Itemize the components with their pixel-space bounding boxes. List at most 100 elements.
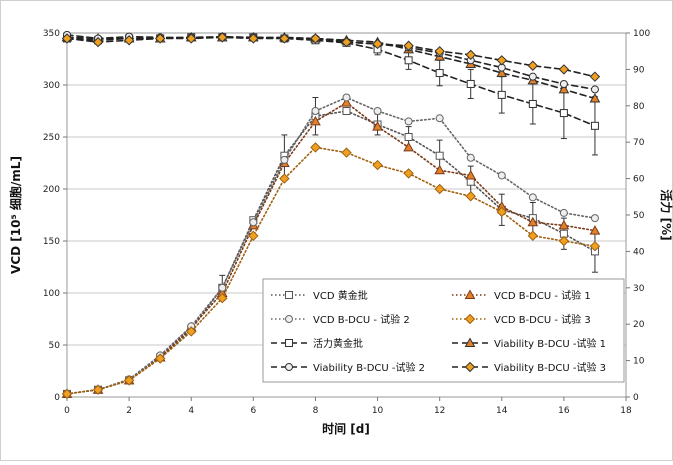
- data-point: [558, 235, 570, 247]
- data-point: [154, 353, 166, 364]
- data-point: [403, 141, 414, 152]
- legend-swatch-marker: [464, 289, 476, 299]
- series-line: [66, 36, 596, 78]
- x-tick-label: 14: [496, 406, 508, 416]
- data-point: [123, 35, 135, 46]
- data-point: [434, 45, 445, 57]
- legend-label: Viability B-DCU -试验 3: [494, 361, 606, 374]
- data-point: [186, 33, 197, 44]
- legend-label: VCD B-DCU - 试验 1: [494, 289, 591, 302]
- legend-label: 活力黄金批: [313, 337, 363, 350]
- data-point: [466, 79, 475, 88]
- legend-swatch-marker: [285, 291, 293, 299]
- data-point: [589, 93, 601, 103]
- y-right-tick-label: 40: [633, 247, 645, 257]
- y-right-tick-label: 50: [633, 211, 645, 221]
- data-point: [279, 173, 290, 184]
- y-left-tick-label: 300: [43, 81, 60, 91]
- data-point: [404, 56, 413, 65]
- y-left-tick-label: 350: [43, 29, 60, 39]
- data-point: [310, 33, 321, 44]
- data-point: [590, 85, 599, 94]
- data-point: [528, 193, 537, 202]
- y-right-tick-label: 60: [633, 175, 645, 185]
- legend-item: VCD B-DCU - 试验 2: [271, 313, 410, 326]
- y-right-tick-label: 30: [633, 284, 645, 294]
- data-point: [218, 283, 227, 292]
- y-left-tick-label: 0: [54, 393, 60, 403]
- series-line: [66, 96, 596, 395]
- x-tick-label: 2: [126, 406, 132, 416]
- x-tick-label: 6: [250, 406, 256, 416]
- data-point: [186, 326, 197, 337]
- data-point: [311, 107, 320, 115]
- y-left-tick-label: 100: [43, 289, 60, 299]
- x-tick-label: 8: [313, 406, 319, 416]
- x-tick-label: 12: [434, 406, 445, 416]
- data-point: [123, 375, 135, 386]
- y-axis-left-title: VCD [10⁵ 细胞/mL]: [8, 156, 23, 274]
- data-point: [466, 153, 475, 162]
- data-point: [435, 114, 444, 123]
- data-point: [342, 93, 351, 102]
- data-point: [154, 33, 166, 44]
- x-axis-title: 时间 [d]: [322, 421, 370, 436]
- data-point: [559, 109, 568, 118]
- data-point: [372, 121, 383, 131]
- legend-item: VCD 黄金批: [271, 289, 368, 302]
- series-line: [66, 36, 596, 100]
- data-point: [217, 32, 228, 43]
- y-right-tick-label: 80: [633, 102, 645, 112]
- data-point: [248, 33, 259, 44]
- series-8: [61, 32, 601, 82]
- data-point: [92, 384, 104, 395]
- data-point: [558, 64, 570, 75]
- legend-box: [262, 278, 625, 383]
- legend-swatch-marker: [285, 363, 293, 371]
- data-point: [372, 38, 383, 50]
- legend-label: Viability B-DCU -试验 1: [494, 337, 606, 350]
- data-point: [249, 218, 258, 227]
- data-point: [590, 214, 599, 223]
- legend-item: 活力黄金批: [271, 337, 363, 350]
- data-point: [372, 159, 383, 171]
- y-left-tick-label: 250: [43, 133, 60, 143]
- data-point: [528, 72, 537, 81]
- data-point: [496, 55, 507, 66]
- data-point: [435, 151, 444, 160]
- series-layer: [61, 30, 601, 400]
- data-point: [342, 107, 351, 115]
- data-point: [528, 99, 537, 108]
- legend-item: Viability B-DCU -试验 3: [452, 361, 606, 374]
- data-point: [373, 107, 382, 115]
- data-point: [92, 36, 104, 48]
- data-point: [434, 183, 445, 195]
- data-point: [527, 230, 539, 242]
- data-point: [589, 225, 601, 235]
- data-point: [404, 133, 413, 141]
- legend: VCD 黄金批 VCD B-DCU - 试验 1 VCD B-DCU - 试验 2 V…: [262, 278, 625, 383]
- y-axis-right-title: 活力 [%]: [659, 189, 673, 240]
- data-point: [434, 164, 446, 175]
- legend-swatch-marker: [464, 313, 476, 325]
- y-right-tick-label: 70: [633, 138, 645, 148]
- data-point: [527, 216, 539, 227]
- y-left-tick-label: 200: [43, 185, 60, 195]
- legend-item: VCD B-DCU - 试验 1: [452, 289, 591, 302]
- data-point: [280, 155, 289, 164]
- y-left-tick-label: 50: [49, 341, 61, 351]
- legend-label: Viability B-DCU -试验 2: [313, 361, 425, 374]
- data-point: [217, 292, 228, 304]
- data-point: [559, 208, 568, 217]
- data-point: [558, 219, 570, 230]
- data-point: [590, 121, 599, 130]
- legend-swatch-marker: [464, 337, 476, 347]
- data-point: [435, 69, 444, 78]
- data-point: [527, 60, 539, 71]
- data-point: [310, 142, 321, 153]
- series-line: [66, 36, 596, 127]
- data-point: [341, 147, 352, 158]
- data-point: [248, 230, 259, 242]
